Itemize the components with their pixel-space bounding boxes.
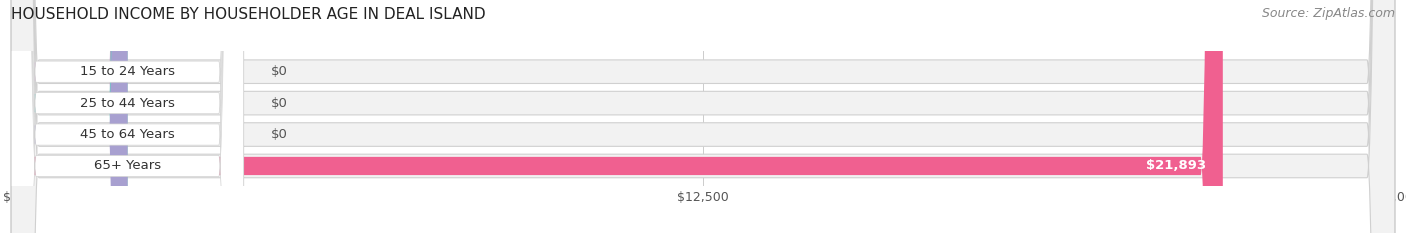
FancyBboxPatch shape bbox=[11, 0, 128, 233]
Text: 45 to 64 Years: 45 to 64 Years bbox=[80, 128, 174, 141]
FancyBboxPatch shape bbox=[11, 0, 1395, 233]
FancyBboxPatch shape bbox=[11, 0, 243, 233]
FancyBboxPatch shape bbox=[11, 0, 243, 233]
Text: $0: $0 bbox=[271, 65, 288, 78]
Text: $0: $0 bbox=[271, 97, 288, 110]
FancyBboxPatch shape bbox=[11, 0, 1395, 233]
Text: 25 to 44 Years: 25 to 44 Years bbox=[80, 97, 174, 110]
Text: 65+ Years: 65+ Years bbox=[94, 159, 162, 172]
FancyBboxPatch shape bbox=[11, 0, 243, 233]
Text: 15 to 24 Years: 15 to 24 Years bbox=[80, 65, 174, 78]
Text: HOUSEHOLD INCOME BY HOUSEHOLDER AGE IN DEAL ISLAND: HOUSEHOLD INCOME BY HOUSEHOLDER AGE IN D… bbox=[11, 7, 486, 22]
FancyBboxPatch shape bbox=[11, 0, 1395, 233]
Text: $0: $0 bbox=[271, 128, 288, 141]
FancyBboxPatch shape bbox=[11, 0, 128, 233]
FancyBboxPatch shape bbox=[11, 0, 1395, 233]
Text: $21,893: $21,893 bbox=[1146, 159, 1206, 172]
FancyBboxPatch shape bbox=[11, 0, 243, 233]
FancyBboxPatch shape bbox=[11, 0, 128, 233]
Text: Source: ZipAtlas.com: Source: ZipAtlas.com bbox=[1261, 7, 1395, 20]
FancyBboxPatch shape bbox=[11, 0, 1223, 233]
